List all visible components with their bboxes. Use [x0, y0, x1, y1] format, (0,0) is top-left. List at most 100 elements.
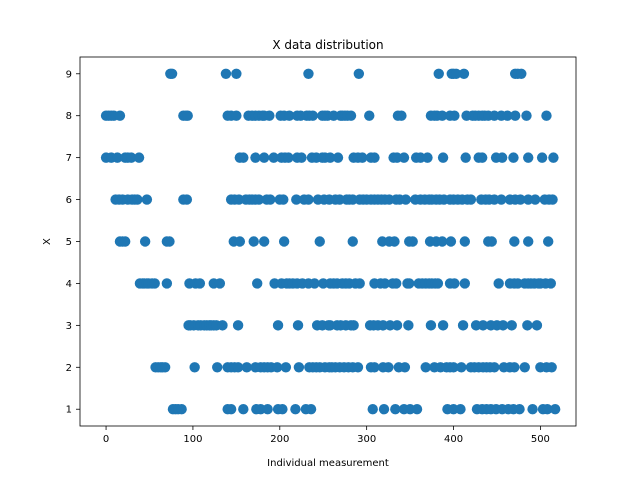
- scatter-point: [307, 110, 318, 121]
- y-tick-label: 6: [66, 195, 72, 206]
- scatter-point: [258, 236, 270, 247]
- scatter-point: [272, 320, 284, 331]
- scatter-point: [189, 362, 200, 373]
- scatter-point: [353, 68, 365, 79]
- scatter-point: [250, 152, 261, 163]
- scatter-point: [502, 110, 513, 121]
- scatter-point: [220, 68, 232, 79]
- scatter-point: [119, 236, 131, 247]
- scatter-point: [390, 404, 401, 415]
- scatter-point: [262, 404, 273, 415]
- y-tick-label: 9: [66, 69, 72, 80]
- scatter-point: [345, 110, 357, 121]
- scatter-point: [420, 362, 431, 373]
- scatter-point: [449, 278, 460, 289]
- scatter-point: [234, 236, 246, 247]
- scatter-point: [357, 152, 368, 163]
- scatter-point: [437, 152, 449, 163]
- chart-title: X data distribution: [272, 38, 383, 52]
- scatter-point: [231, 68, 242, 79]
- scatter-point: [293, 362, 305, 373]
- scatter-point: [212, 362, 223, 373]
- scatter-point: [509, 362, 520, 373]
- scatter-point: [139, 236, 151, 247]
- scatter-point: [527, 404, 538, 415]
- scatter-point: [465, 194, 477, 205]
- scatter-point: [516, 68, 527, 79]
- scatter-point: [352, 362, 364, 373]
- scatter-point: [543, 236, 554, 247]
- scatter-point: [396, 110, 407, 121]
- scatter-point: [433, 68, 444, 79]
- scatter-point: [378, 404, 390, 415]
- y-tick-label: 8: [66, 111, 72, 122]
- scatter-point: [296, 152, 307, 163]
- scatter-point: [531, 320, 543, 331]
- scatter-point: [519, 362, 530, 373]
- scatter-point: [545, 278, 557, 289]
- scatter-point: [506, 320, 517, 331]
- scatter-point: [258, 152, 270, 163]
- scatter-point: [238, 404, 249, 415]
- scatter-point: [521, 110, 532, 121]
- scatter-point: [159, 362, 171, 373]
- scatter-point: [241, 362, 252, 373]
- scatter-point: [348, 320, 359, 331]
- scatter-point: [265, 194, 276, 205]
- scatter-point: [523, 152, 534, 163]
- scatter-point: [309, 278, 320, 289]
- scatter-point: [496, 152, 508, 163]
- scatter-point: [547, 194, 558, 205]
- scatter-point: [369, 152, 380, 163]
- scatter-point: [497, 320, 509, 331]
- scatter-point: [290, 404, 301, 415]
- scatter-point: [515, 194, 526, 205]
- scatter-point: [477, 320, 489, 331]
- scatter-point: [489, 362, 500, 373]
- scatter-point: [458, 68, 470, 79]
- scatter-point: [496, 194, 507, 205]
- scatter-point: [292, 320, 304, 331]
- scatter-point: [166, 68, 178, 79]
- scatter-point: [546, 362, 557, 373]
- scatter-point: [522, 320, 533, 331]
- scatter-point: [284, 110, 295, 121]
- scatter-point: [141, 194, 153, 205]
- scatter-point: [149, 278, 160, 289]
- scatter-point: [422, 152, 433, 163]
- scatter-point: [455, 404, 466, 415]
- x-tick-label: 300: [357, 434, 376, 445]
- scatter-point: [367, 404, 378, 415]
- y-tick-label: 2: [66, 363, 72, 374]
- scatter-point: [283, 152, 294, 163]
- x-tick-label: 400: [444, 434, 463, 445]
- scatter-point: [411, 404, 423, 415]
- scatter-point: [231, 110, 242, 121]
- scatter-point: [407, 236, 418, 247]
- x-tick-label: 200: [270, 434, 289, 445]
- scatter-point: [541, 110, 552, 121]
- scatter-point: [248, 236, 259, 247]
- scatter-point: [332, 152, 344, 163]
- scatter-point: [324, 152, 336, 163]
- scatter-point: [217, 320, 228, 331]
- scatter-point: [508, 152, 519, 163]
- scatter-point: [164, 236, 175, 247]
- scatter-point: [514, 404, 525, 415]
- scatter-point: [132, 194, 143, 205]
- x-tick-label: 500: [531, 434, 550, 445]
- scatter-point: [542, 404, 553, 415]
- scatter-point: [347, 236, 358, 247]
- scatter-point: [232, 320, 244, 331]
- scatter-point: [457, 320, 469, 331]
- scatter-point: [399, 362, 411, 373]
- scatter-point: [437, 236, 448, 247]
- scatter-point: [390, 278, 402, 289]
- scatter-point: [437, 320, 449, 331]
- scatter-point: [493, 278, 504, 289]
- scatter-point: [549, 404, 561, 415]
- scatter-point: [450, 68, 462, 79]
- scatter-point: [486, 236, 497, 247]
- scatter-point: [264, 110, 275, 121]
- x-tick-label: 100: [183, 434, 202, 445]
